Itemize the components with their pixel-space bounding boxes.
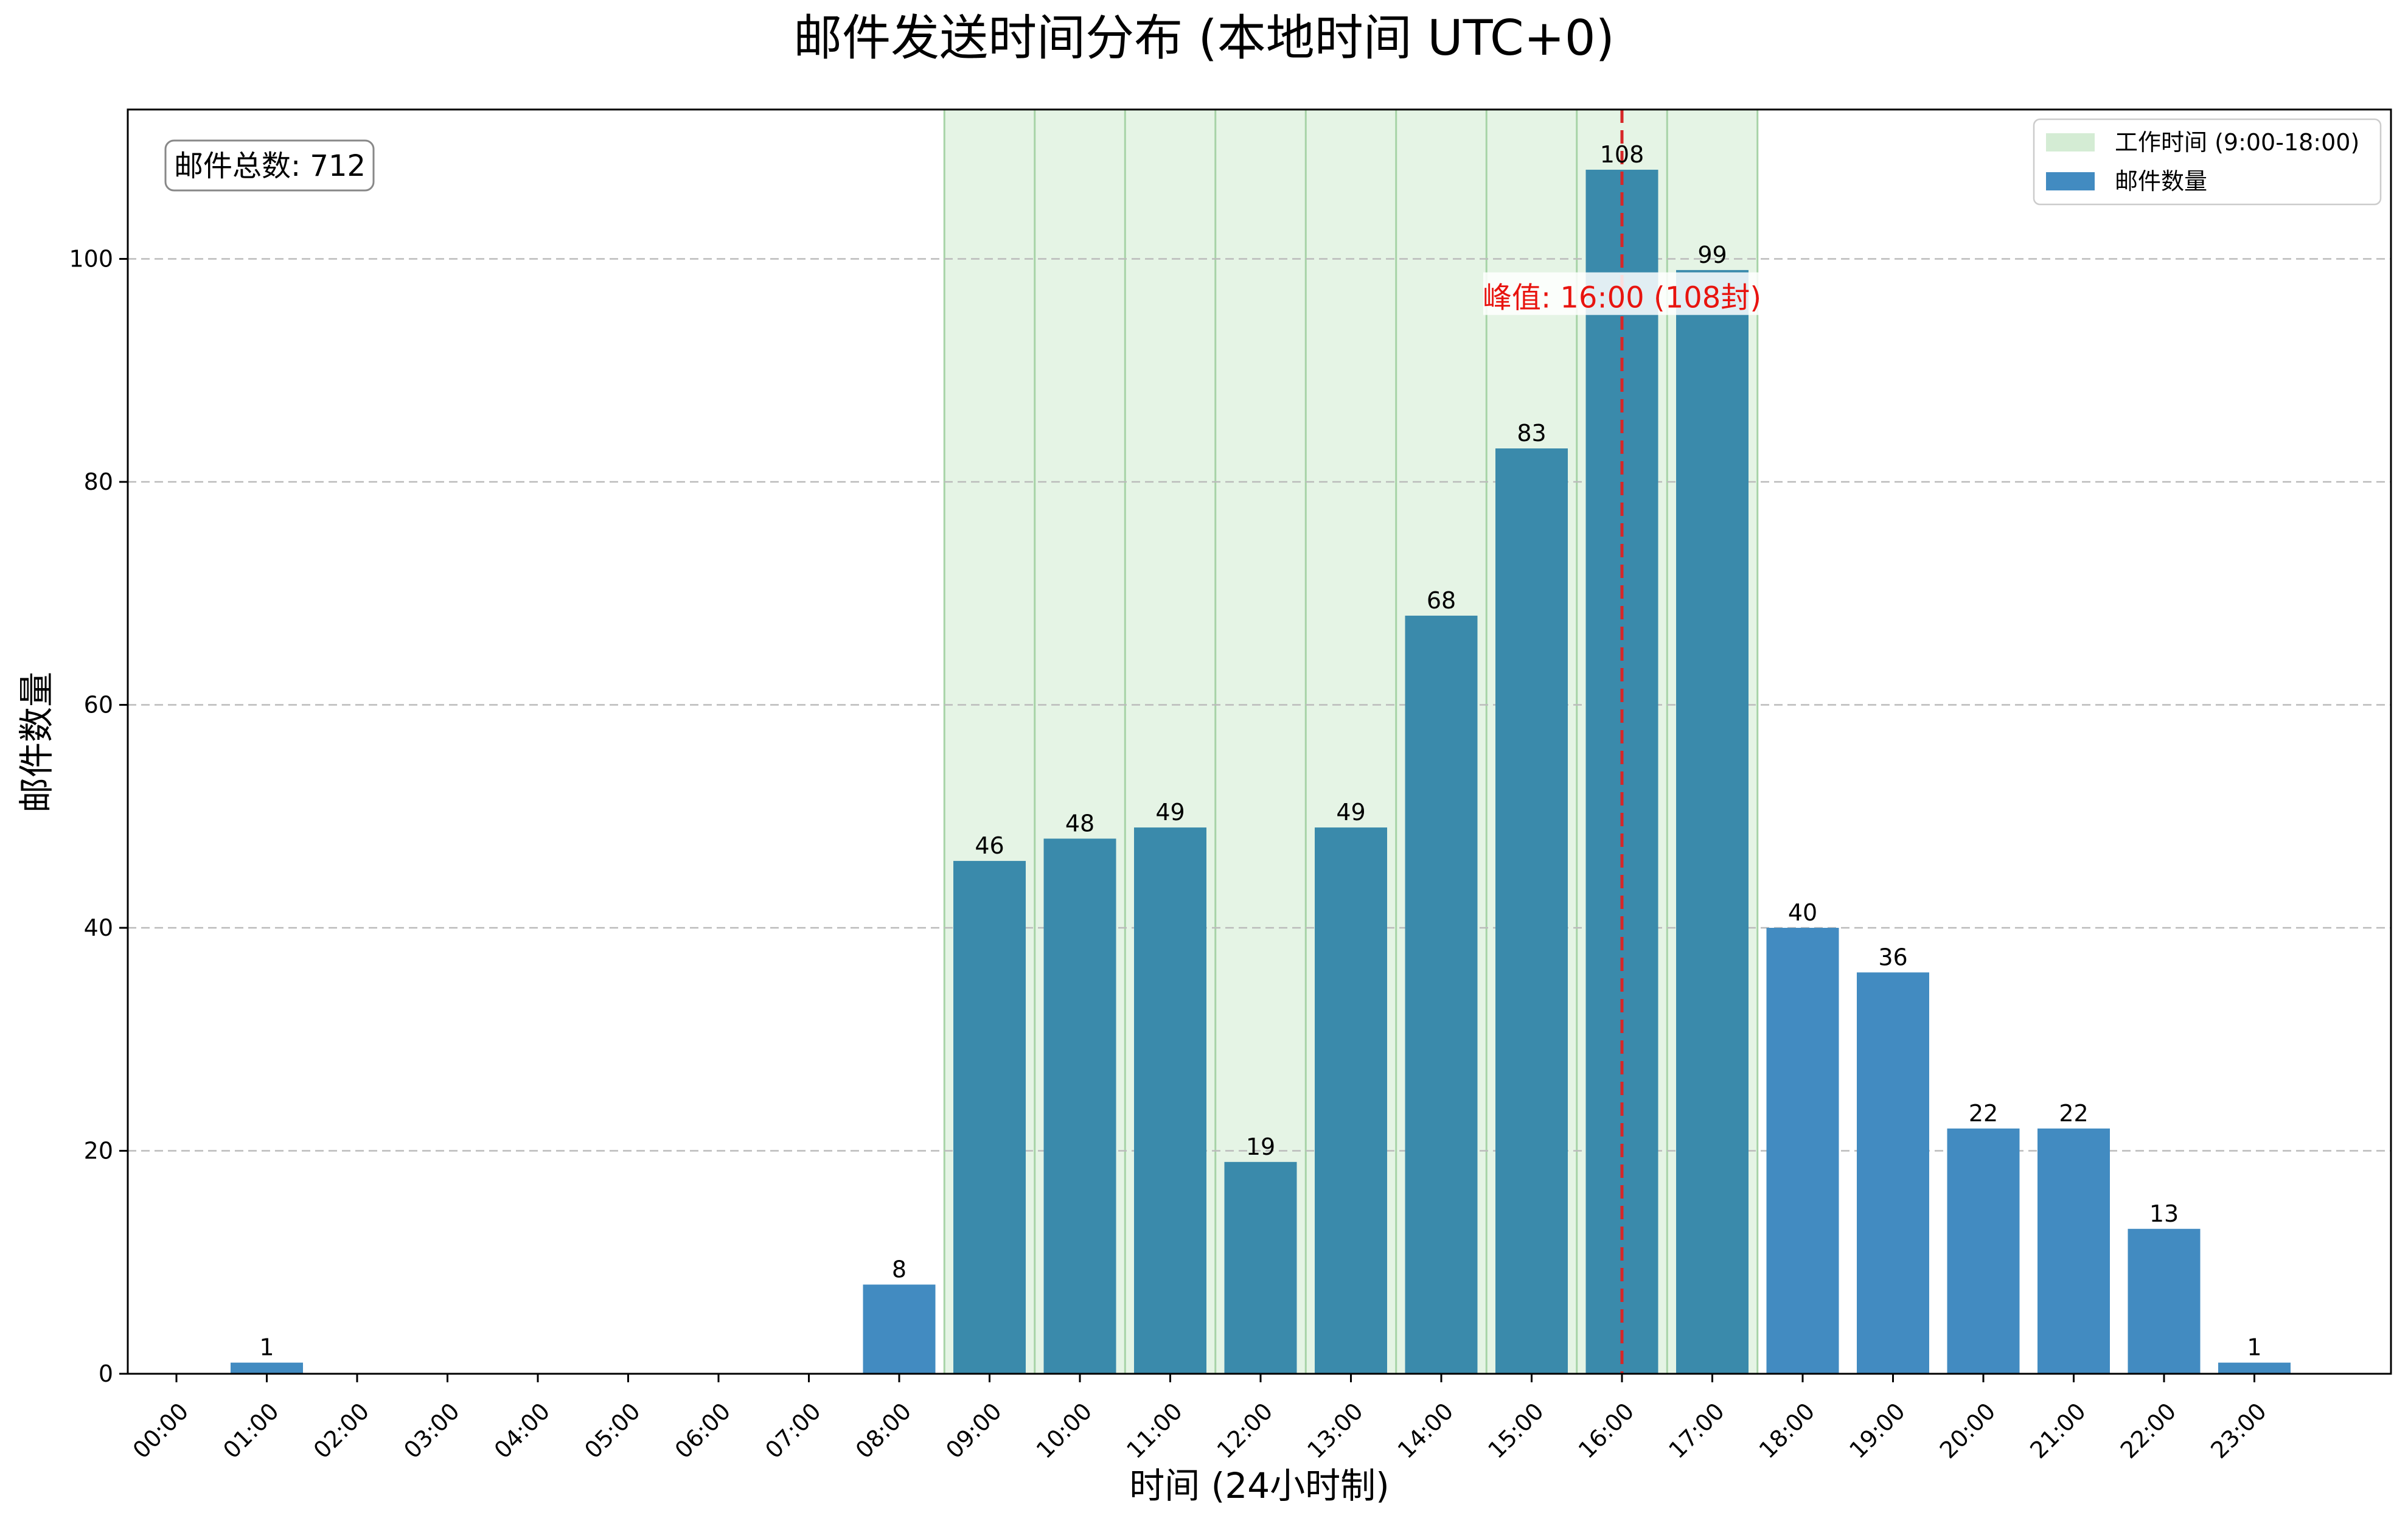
bar-value-label: 68 <box>1427 587 1456 614</box>
legend-label-count: 邮件数量 <box>2115 168 2207 195</box>
x-tick-label: 05:00 <box>579 1397 645 1464</box>
bar-value-label: 40 <box>1788 899 1817 926</box>
x-tick-label: 18:00 <box>1754 1397 1820 1464</box>
x-tick-label: 04:00 <box>489 1397 555 1464</box>
peak-label: 峰值: 16:00 (108封) <box>1483 281 1761 315</box>
bar-value-label: 99 <box>1697 242 1727 268</box>
x-tick-label: 14:00 <box>1393 1397 1459 1464</box>
y-tick-label: 20 <box>84 1138 113 1164</box>
total-count-label: 邮件总数: 712 <box>174 149 366 183</box>
x-tick-label: 15:00 <box>1483 1397 1549 1464</box>
bar-14:00 <box>1405 615 1478 1374</box>
bar-09:00 <box>953 861 1026 1374</box>
bar-08:00 <box>863 1284 936 1374</box>
legend-swatch-count <box>2046 172 2095 190</box>
bar-01:00 <box>231 1362 303 1374</box>
bar-15:00 <box>1495 448 1568 1374</box>
bar-value-labels: 1 8 46 48 49 19 49 68 83 108 99 40 36 22 22 13 1 <box>259 141 2261 1361</box>
bar-value-label: 19 <box>1246 1133 1275 1160</box>
peak-label-background <box>1483 272 1761 315</box>
x-tick-label: 17:00 <box>1663 1397 1730 1464</box>
legend-swatch-work-hours <box>2046 133 2095 151</box>
bar-value-label: 22 <box>1969 1100 1998 1127</box>
peak-annotation: 峰值: 16:00 (108封) <box>1483 110 1761 1374</box>
bar-20:00 <box>1947 1128 2020 1374</box>
bar-value-label: 108 <box>1600 141 1644 168</box>
bars <box>231 169 2291 1374</box>
bar-value-label: 1 <box>2247 1334 2261 1361</box>
x-tick-label: 06:00 <box>670 1397 736 1464</box>
legend[interactable]: 工作时间 (9:00-18:00) 邮件数量 <box>2033 118 2382 206</box>
legend-label-work-hours: 工作时间 (9:00-18:00) <box>2115 129 2359 156</box>
bar-value-label: 8 <box>892 1256 906 1283</box>
bar-22:00 <box>2128 1228 2201 1374</box>
bar-value-label: 13 <box>2149 1200 2179 1227</box>
x-tick-label: 03:00 <box>398 1397 465 1464</box>
x-tick-label: 00:00 <box>128 1397 194 1464</box>
y-gridlines <box>128 258 2391 1152</box>
x-tick-label: 10:00 <box>1031 1397 1098 1464</box>
y-tick-label: 60 <box>84 692 113 719</box>
x-tick-label: 07:00 <box>760 1397 826 1464</box>
x-tick-label: 01:00 <box>218 1397 284 1464</box>
bar-value-label: 48 <box>1065 810 1094 837</box>
x-tick-label: 13:00 <box>1302 1397 1368 1464</box>
y-axis-label: 邮件数量 <box>16 672 57 813</box>
bar-value-label: 49 <box>1336 799 1365 826</box>
bar-value-label: 83 <box>1517 420 1546 447</box>
y-tick-label: 100 <box>69 246 113 273</box>
bar-12:00 <box>1224 1161 1297 1374</box>
plot-frame <box>127 108 2392 1375</box>
x-tick-label: 09:00 <box>941 1397 1007 1464</box>
x-tick-label: 21:00 <box>2025 1397 2091 1464</box>
bar-10:00 <box>1043 838 1116 1374</box>
x-tick-label: 23:00 <box>2205 1397 2272 1464</box>
bar-value-label: 49 <box>1155 799 1185 826</box>
y-tick-label: 80 <box>84 468 113 495</box>
bar-13:00 <box>1315 827 1387 1374</box>
bar-value-label: 36 <box>1878 944 1907 970</box>
bar-17:00 <box>1676 270 1749 1374</box>
x-tick-label: 11:00 <box>1121 1397 1188 1464</box>
x-axis-label: 时间 (24小时制) <box>1129 1465 1390 1506</box>
x-tick-label: 12:00 <box>1212 1397 1278 1464</box>
total-count-box: 邮件总数: 712 <box>164 139 375 192</box>
total-count-frame <box>164 139 375 192</box>
bar-19:00 <box>1857 972 1929 1374</box>
bar-23:00 <box>2218 1362 2291 1374</box>
y-tick-label: 0 <box>99 1360 113 1387</box>
bar-21:00 <box>2037 1128 2110 1374</box>
bar-value-label: 1 <box>259 1334 274 1361</box>
x-tick-label: 16:00 <box>1573 1397 1640 1464</box>
legend-frame <box>2033 118 2382 206</box>
bar-11:00 <box>1134 827 1206 1374</box>
x-tick-label: 08:00 <box>851 1397 917 1464</box>
bar-18:00 <box>1766 928 1839 1374</box>
x-tick-label: 02:00 <box>308 1397 375 1464</box>
y-tick-label: 40 <box>84 914 113 941</box>
x-tick-label: 19:00 <box>1844 1397 1910 1464</box>
chart-title: 邮件发送时间分布 (本地时间 UTC+0) <box>793 10 1615 66</box>
x-tick-label: 22:00 <box>2115 1397 2182 1464</box>
bar-value-label: 22 <box>2059 1100 2088 1127</box>
bar-value-label: 46 <box>975 832 1004 859</box>
x-tick-label: 20:00 <box>1935 1397 2001 1464</box>
